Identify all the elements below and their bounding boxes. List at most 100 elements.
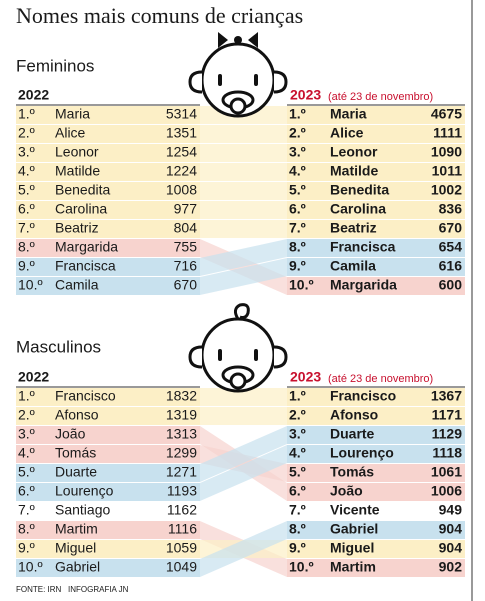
rank: 2.º bbox=[289, 125, 306, 141]
row-background bbox=[287, 521, 465, 539]
count: 5314 bbox=[166, 106, 197, 122]
name: Leonor bbox=[330, 144, 378, 160]
name: Beatriz bbox=[330, 220, 377, 236]
count: 1351 bbox=[166, 125, 197, 141]
count: 977 bbox=[174, 201, 198, 217]
section-heading: Masculinos bbox=[16, 337, 101, 356]
rank: 5.º bbox=[289, 464, 306, 480]
name: Francisco bbox=[330, 388, 396, 404]
rank-band bbox=[200, 445, 287, 482]
row-background bbox=[16, 239, 200, 257]
rank-band bbox=[200, 445, 287, 501]
row-background bbox=[16, 220, 200, 238]
rank: 7.º bbox=[18, 502, 35, 518]
name: Margarida bbox=[55, 239, 118, 255]
row-background bbox=[16, 483, 200, 501]
rank: 2.º bbox=[18, 125, 35, 141]
count: 836 bbox=[439, 201, 463, 217]
row-background bbox=[287, 239, 465, 257]
name: Carolina bbox=[330, 201, 386, 217]
row-background bbox=[16, 407, 200, 425]
count: 1008 bbox=[166, 182, 197, 198]
row-background bbox=[16, 540, 200, 558]
name: Gabriel bbox=[55, 559, 100, 575]
name: Lourenço bbox=[330, 445, 394, 461]
rank-band bbox=[200, 407, 287, 425]
baby-girl-icon bbox=[188, 32, 288, 118]
row-background bbox=[287, 182, 465, 200]
count: 904 bbox=[439, 540, 463, 556]
rank: 1.º bbox=[18, 388, 35, 404]
row-background bbox=[16, 559, 200, 577]
row-background bbox=[287, 502, 465, 520]
name: Beatriz bbox=[55, 220, 99, 236]
row-background bbox=[16, 258, 200, 276]
row-background bbox=[16, 388, 200, 406]
rank: 10.º bbox=[18, 559, 43, 575]
name: Afonso bbox=[55, 407, 99, 423]
year-note: (até 23 de novembro) bbox=[328, 91, 433, 103]
count: 1171 bbox=[432, 407, 463, 423]
rank: 1.º bbox=[289, 106, 306, 122]
count: 1224 bbox=[166, 163, 197, 179]
row-background bbox=[287, 426, 465, 444]
count: 1193 bbox=[167, 483, 197, 499]
count: 1832 bbox=[166, 388, 197, 404]
count: 1002 bbox=[431, 182, 462, 198]
count: 1049 bbox=[166, 559, 197, 575]
count: 1162 bbox=[167, 502, 197, 518]
row-background bbox=[287, 559, 465, 577]
row-background bbox=[16, 502, 200, 520]
rank-band bbox=[200, 144, 287, 162]
name: Miguel bbox=[330, 540, 374, 556]
rank-band bbox=[200, 521, 287, 577]
rank: 6.º bbox=[18, 483, 35, 499]
name: Francisca bbox=[55, 258, 116, 274]
rank: 6.º bbox=[18, 201, 35, 217]
rank: 1.º bbox=[289, 388, 306, 404]
rank: 6.º bbox=[289, 483, 306, 499]
row-background bbox=[287, 144, 465, 162]
count: 1254 bbox=[166, 144, 197, 160]
rank: 7.º bbox=[18, 220, 35, 236]
row-background bbox=[287, 277, 465, 295]
count: 755 bbox=[174, 239, 198, 255]
row-background bbox=[16, 445, 200, 463]
name: Francisco bbox=[55, 388, 116, 404]
rank: 5.º bbox=[18, 182, 35, 198]
rank: 3.º bbox=[289, 426, 306, 442]
name: Martim bbox=[55, 521, 98, 537]
row-background bbox=[16, 201, 200, 219]
name: Alice bbox=[330, 125, 364, 141]
count: 1129 bbox=[432, 426, 463, 442]
count: 4675 bbox=[431, 106, 462, 122]
count: 1299 bbox=[166, 445, 197, 461]
name: Matilde bbox=[330, 163, 378, 179]
rank-band bbox=[200, 426, 287, 482]
rank: 1.º bbox=[18, 106, 35, 122]
rank: 8.º bbox=[289, 239, 306, 255]
rank-band bbox=[200, 220, 287, 238]
row-background bbox=[16, 426, 200, 444]
row-background bbox=[287, 201, 465, 219]
count: 1118 bbox=[432, 445, 462, 461]
rank: 8.º bbox=[289, 521, 306, 537]
rank: 4.º bbox=[18, 163, 35, 179]
source: FONTE: IRN bbox=[16, 585, 62, 594]
year-header: 2023 bbox=[290, 87, 321, 103]
name: Tomás bbox=[330, 464, 374, 480]
rank: 9.º bbox=[289, 258, 306, 274]
credit: INFOGRAFIA JN bbox=[68, 585, 129, 594]
rank: 8.º bbox=[18, 239, 35, 255]
name: Santiago bbox=[55, 502, 110, 518]
section-heading: Femininos bbox=[16, 56, 94, 75]
rank-band bbox=[200, 239, 287, 295]
name: Maria bbox=[55, 106, 90, 122]
count: 654 bbox=[439, 239, 463, 255]
name: Maria bbox=[330, 106, 367, 122]
row-background bbox=[16, 464, 200, 482]
row-background bbox=[287, 540, 465, 558]
rank: 6.º bbox=[289, 201, 306, 217]
row-background bbox=[287, 220, 465, 238]
